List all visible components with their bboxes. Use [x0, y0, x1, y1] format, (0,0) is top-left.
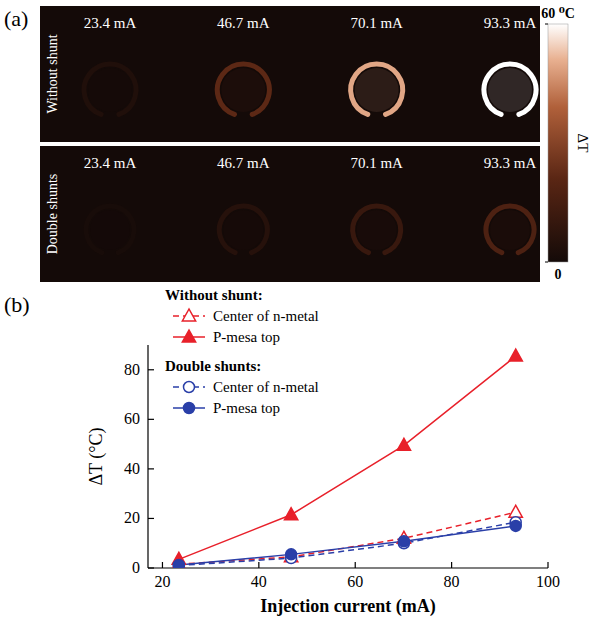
legend-marker	[182, 330, 195, 342]
data-point	[397, 438, 410, 450]
ring-inner	[490, 210, 530, 250]
data-point	[510, 520, 521, 531]
legend: Without shunt: Center of n-metal P-mesa to…	[165, 287, 319, 416]
hot-ring	[484, 64, 536, 114]
y-tick	[148, 369, 154, 370]
series-line	[179, 356, 516, 559]
hot-ring	[353, 206, 401, 253]
legend-marker	[184, 403, 195, 414]
colorbar-title: ΔT	[575, 134, 591, 153]
legend-label: P-mesa top	[213, 400, 280, 416]
data-point	[173, 560, 184, 568]
x-tick-label: 20	[154, 573, 170, 590]
data-point	[286, 549, 297, 560]
thermal-image-bg	[40, 6, 540, 282]
y-tick-label: 80	[124, 361, 140, 378]
ring-inner	[355, 68, 399, 112]
y-tick-label: 60	[124, 410, 140, 427]
row-label: Double shunts	[45, 174, 60, 255]
ring-inner	[90, 210, 130, 250]
colorbar-tick	[545, 262, 548, 263]
x-tick-label: 80	[444, 573, 460, 590]
current-label: 23.4 mA	[84, 15, 137, 31]
current-label: 93.3 mA	[484, 155, 537, 171]
row-divider	[40, 142, 540, 146]
x-axis-title: Injection current (mA)	[260, 596, 436, 617]
x-tick-label: 100	[536, 573, 560, 590]
hot-ring	[351, 64, 403, 114]
data-point	[509, 505, 522, 517]
ring-inner	[88, 68, 132, 112]
ring-inner	[357, 210, 397, 250]
legend-marker	[184, 382, 195, 393]
legend-marker	[182, 309, 195, 321]
row-label: Without shunt	[45, 34, 60, 113]
x-axis	[148, 567, 548, 568]
y-axis-title: ΔT (°C)	[86, 428, 107, 486]
x-tick	[451, 562, 452, 568]
y-tick-label: 40	[124, 460, 140, 477]
x-tick-label: 60	[347, 573, 363, 590]
current-label: 70.1 mA	[350, 15, 403, 31]
hot-ring	[217, 64, 269, 114]
data-point	[173, 560, 184, 568]
hot-ring	[219, 206, 267, 253]
ring-inner	[223, 210, 263, 250]
colorbar-tick-label: 60 ⁰C	[541, 6, 575, 21]
ring-inner	[488, 68, 532, 112]
panel-label: (a)	[4, 6, 28, 31]
data-point	[509, 349, 522, 361]
y-axis	[147, 345, 148, 568]
y-tick-label: 20	[124, 509, 140, 526]
ring-inner	[221, 68, 265, 112]
x-tick	[355, 562, 356, 568]
data-point	[284, 508, 297, 520]
colorbar-tick-label: 0	[555, 267, 562, 282]
current-label: 46.7 mA	[217, 15, 270, 31]
colorbar-tick	[545, 24, 548, 25]
x-tick	[258, 562, 259, 568]
current-label: 70.1 mA	[350, 155, 403, 171]
legend-group-title: Without shunt:	[165, 287, 263, 303]
legend-label: Center of n-metal	[213, 308, 319, 324]
hot-ring	[84, 64, 136, 114]
current-label: 23.4 mA	[84, 155, 137, 171]
y-tick	[148, 468, 154, 469]
series-line	[179, 526, 516, 565]
data-point	[398, 536, 409, 547]
series-line	[179, 522, 516, 565]
panel-label: (b)	[4, 292, 30, 317]
hot-ring	[86, 206, 134, 253]
y-tick	[148, 518, 154, 519]
x-tick	[547, 562, 548, 568]
plot-area	[172, 349, 522, 568]
x-tick-label: 40	[251, 573, 267, 590]
legend-label: P-mesa top	[213, 329, 280, 345]
y-tick-label: 0	[132, 559, 140, 576]
x-tick	[162, 562, 163, 568]
legend-label: Center of n-metal	[213, 379, 319, 395]
series-line	[179, 512, 516, 564]
current-label: 46.7 mA	[217, 155, 270, 171]
hot-ring	[486, 206, 534, 253]
y-tick	[148, 567, 154, 568]
y-tick	[148, 419, 154, 420]
current-label: 93.3 mA	[484, 15, 537, 31]
figure: (a) Without shunt 23.4 mA 46.7 mA 70.1 mA 93.…	[0, 0, 591, 623]
colorbar	[548, 24, 568, 262]
legend-group-title: Double shunts:	[165, 358, 261, 374]
